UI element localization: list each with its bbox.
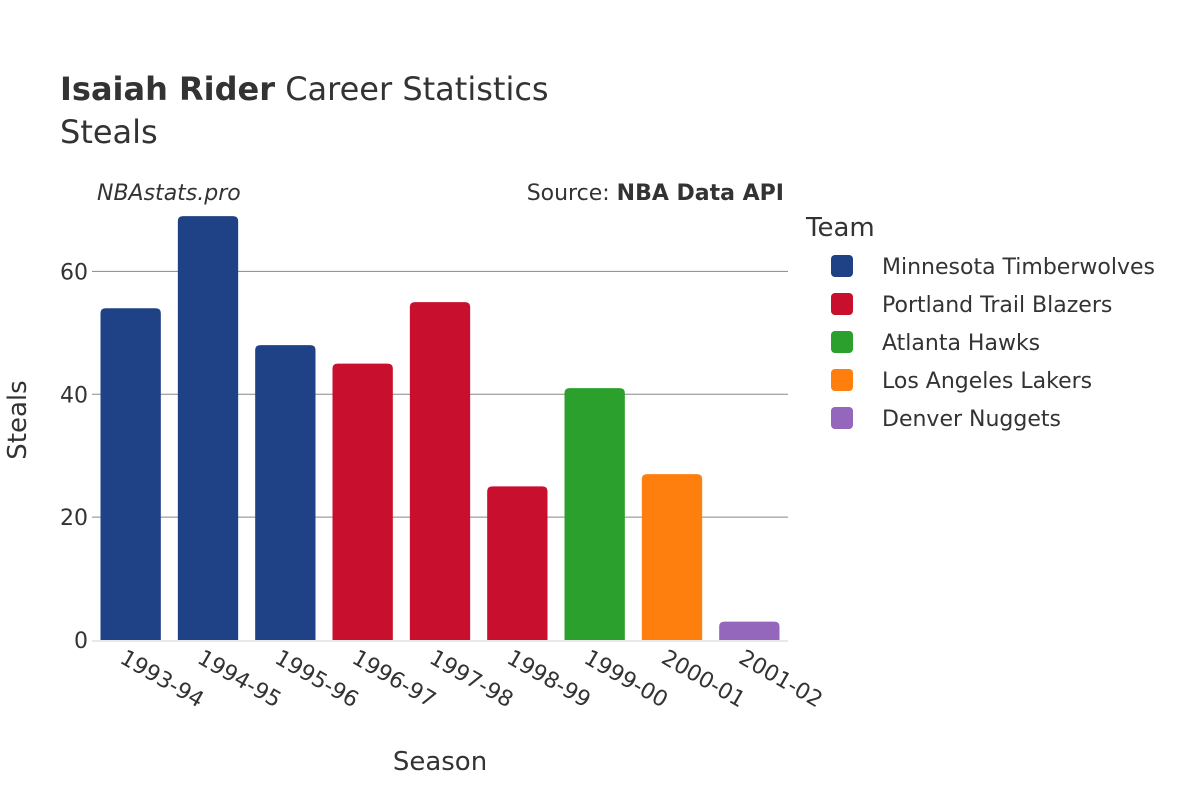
bar-1995-96 [255, 345, 316, 640]
bar-2001-02 [719, 621, 780, 640]
bar-1994-95 [177, 216, 239, 640]
bar-1993-94 [100, 308, 161, 640]
legend-swatch [831, 331, 853, 353]
source-name: NBA Data API [617, 181, 784, 206]
bar-1997-98 [409, 302, 471, 640]
legend-item-label: Portland Trail Blazers [882, 293, 1112, 318]
legend: Team Minnesota Timberwolves Portland Trai… [805, 213, 1155, 432]
legend-item-label: Atlanta Hawks [882, 331, 1040, 356]
x-tick-labels: 1993-941994-951995-961996-971997-981998-… [116, 646, 827, 714]
y-axis-title: Steals [3, 380, 33, 459]
legend-swatch [831, 293, 853, 315]
x-tick-label: 2001-02 [734, 646, 826, 714]
legend-item-label: Los Angeles Lakers [882, 369, 1092, 394]
y-tick-label: 60 [60, 260, 88, 285]
y-tick-label: 20 [60, 506, 88, 531]
bar-1996-97 [332, 363, 393, 640]
x-tick-label: 1996-97 [348, 646, 440, 714]
x-tick-label: 1999-00 [580, 646, 672, 714]
bars [100, 216, 780, 640]
title-rest: Career Statistics [275, 70, 549, 108]
bar-2000-01 [641, 474, 703, 640]
x-tick-label: 1994-95 [193, 646, 285, 714]
legend-swatch [831, 369, 853, 391]
source-text: Source: NBA Data API [527, 181, 784, 206]
chart-subtitle: Steals [60, 113, 158, 151]
source-prefix: Source: [527, 181, 617, 206]
y-tick-label: 40 [60, 383, 88, 408]
legend-item-label: Minnesota Timberwolves [882, 255, 1155, 280]
x-tick-label: 1995-96 [270, 646, 362, 714]
x-tick-label: 2000-01 [657, 646, 749, 714]
x-tick-label: 1993-94 [116, 646, 208, 714]
bar-1998-99 [487, 486, 548, 640]
x-tick-label: 1998-99 [502, 646, 594, 714]
legend-title: Team [805, 213, 875, 243]
legend-item-label: Denver Nuggets [882, 407, 1061, 432]
y-tick-label: 0 [74, 629, 88, 654]
chart-title: Isaiah Rider Career Statistics [60, 70, 549, 108]
legend-swatch [831, 407, 853, 429]
bar-1999-00 [564, 388, 625, 640]
watermark-text: NBAstats.pro [97, 181, 241, 206]
player-name: Isaiah Rider [60, 70, 275, 108]
y-tick-labels: 0 20 40 60 [60, 260, 88, 654]
legend-swatch [831, 255, 853, 277]
x-axis-title: Season [393, 747, 487, 777]
x-tick-label: 1997-98 [425, 646, 517, 714]
